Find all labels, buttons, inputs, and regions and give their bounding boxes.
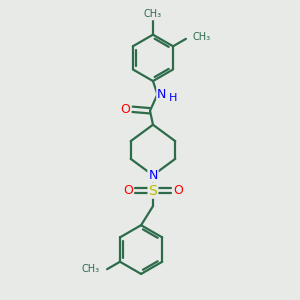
Text: O: O xyxy=(123,184,133,197)
Text: O: O xyxy=(121,103,130,116)
Text: CH₃: CH₃ xyxy=(193,32,211,42)
Text: O: O xyxy=(173,184,183,197)
Text: N: N xyxy=(148,169,158,182)
Text: S: S xyxy=(148,184,157,198)
Text: CH₃: CH₃ xyxy=(82,264,100,274)
Text: CH₃: CH₃ xyxy=(144,10,162,20)
Text: N: N xyxy=(157,88,167,101)
Text: H: H xyxy=(169,93,177,103)
